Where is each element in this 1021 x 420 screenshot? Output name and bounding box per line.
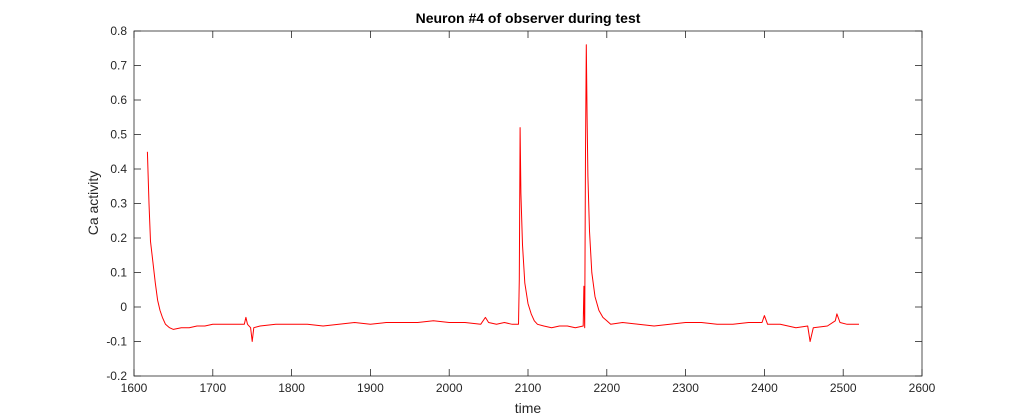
x-tick-label: 2400 — [751, 381, 778, 395]
y-tick-label: 0.2 — [110, 231, 127, 245]
y-tick-label: -0.2 — [106, 369, 127, 383]
x-tick-label: 2600 — [909, 381, 936, 395]
plot-area — [134, 31, 922, 376]
x-tick-label: 2300 — [672, 381, 699, 395]
x-tick-label: 1800 — [278, 381, 305, 395]
plot-frame — [133, 30, 923, 377]
x-tick-label: 1700 — [199, 381, 226, 395]
y-tick-label: -0.1 — [106, 335, 127, 349]
x-tick-label: 1600 — [121, 381, 148, 395]
x-tick-label: 2200 — [593, 381, 620, 395]
y-tick-label: 0.1 — [110, 266, 127, 280]
y-tick-label: 0.3 — [110, 197, 127, 211]
y-tick-label: 0.4 — [110, 162, 127, 176]
y-tick-label: 0.6 — [110, 93, 127, 107]
y-tick-label: 0.8 — [110, 24, 127, 38]
y-axis-label: Ca activity — [85, 171, 101, 236]
y-tick-label: 0.7 — [110, 59, 127, 73]
x-tick-label: 2100 — [515, 381, 542, 395]
x-tick-label: 2000 — [436, 381, 463, 395]
x-tick-label: 1900 — [357, 381, 384, 395]
y-tick-label: 0.5 — [110, 128, 127, 142]
x-tick-label: 2500 — [830, 381, 857, 395]
y-tick-label: 0 — [120, 300, 127, 314]
chart-title: Neuron #4 of observer during test — [416, 10, 641, 26]
x-axis-label: time — [515, 400, 542, 416]
series-line — [146, 44, 859, 342]
